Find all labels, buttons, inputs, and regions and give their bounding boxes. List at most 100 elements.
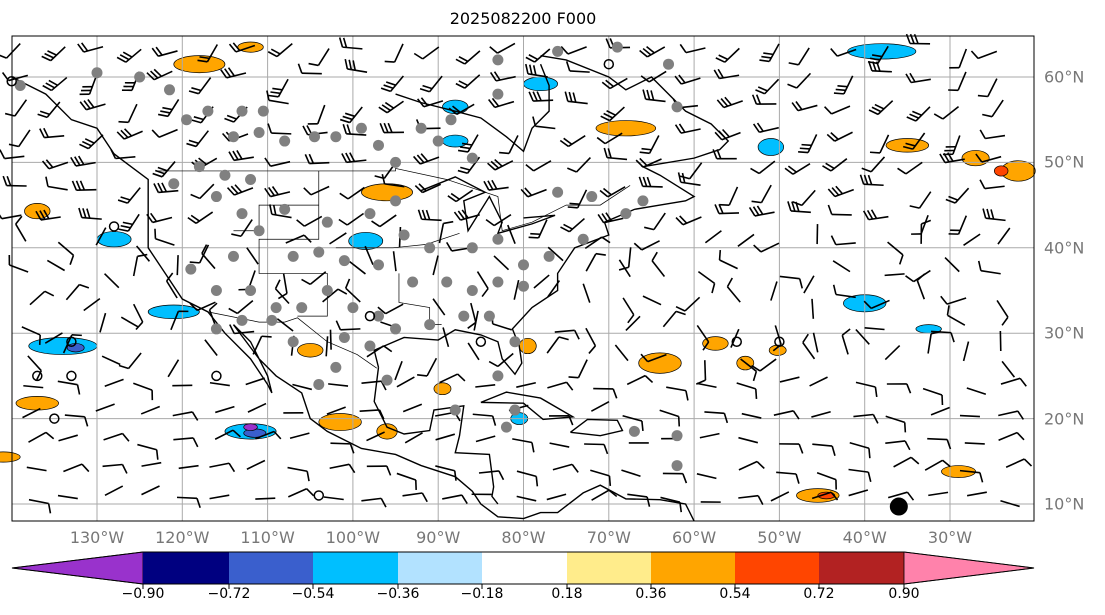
wind-barb: [948, 71, 967, 92]
wind-barb: [154, 228, 175, 246]
wind-barb: [187, 211, 214, 224]
wind-barb: [787, 72, 812, 89]
wind-barb: [266, 90, 289, 105]
wind-barb: [120, 316, 140, 328]
wind-barb: [140, 405, 161, 415]
calm-circle: [108, 221, 120, 232]
wind-barb: [945, 187, 970, 204]
wind-barb: [642, 89, 666, 103]
station-dot: [236, 105, 248, 117]
station-dot: [321, 216, 333, 228]
wind-barb: [679, 43, 706, 54]
wind-barb: [323, 496, 344, 501]
station-dot: [279, 135, 291, 147]
calm-circle: [32, 370, 43, 382]
wind-barb: [832, 260, 851, 273]
wind-barb: [28, 498, 52, 514]
wind-barb: [596, 132, 623, 145]
wind-barb: [344, 278, 361, 303]
wind-barb: [982, 99, 1004, 118]
wind-barb: [884, 345, 901, 361]
coastline: [480, 391, 576, 421]
wind-barb: [546, 493, 567, 501]
wind-barb: [811, 410, 831, 418]
wind-barb: [377, 303, 404, 315]
station-dot: [227, 250, 239, 262]
wind-barb: [927, 330, 942, 354]
wind-barb: [565, 61, 590, 73]
wind-barb: [546, 336, 569, 354]
wind-barb: [554, 329, 580, 340]
station-dot: [338, 255, 350, 267]
wind-barb: [15, 215, 27, 242]
wind-barb: [867, 61, 892, 73]
lon-label: 30°W: [927, 528, 973, 547]
wind-barb: [924, 459, 951, 471]
wind-barb: [862, 209, 889, 221]
wind-barb: [246, 459, 266, 470]
wind-barb: [172, 411, 199, 421]
wind-barb: [787, 201, 811, 214]
lat-label: 20°N: [1044, 409, 1085, 429]
calm-circle: [475, 336, 487, 347]
lat-label: 60°N: [1044, 67, 1085, 87]
wind-barb: [325, 336, 329, 357]
precip-area: [518, 337, 537, 355]
wind-barb: [944, 256, 960, 273]
wind-barb: [245, 377, 265, 386]
wind-barb: [582, 283, 591, 303]
wind-barb: [741, 412, 762, 419]
wind-barb: [133, 382, 154, 401]
wind-barb: [848, 468, 872, 483]
wind-barb: [488, 97, 515, 109]
wind-barb: [827, 204, 852, 216]
wind-barb: [712, 149, 737, 160]
wind-barb: [696, 382, 717, 389]
wind-barb: [863, 299, 890, 310]
wind-barb: [736, 382, 758, 399]
wind-barb: [453, 209, 480, 221]
wind-barb: [432, 255, 439, 276]
wind-barb: [716, 96, 743, 109]
wind-barb: [779, 443, 804, 454]
wind-barb: [366, 345, 393, 358]
wind-barb: [276, 318, 294, 332]
wind-barb: [802, 333, 816, 360]
colorbar-segment: [398, 552, 482, 584]
station-dot: [492, 88, 504, 100]
station-dot: [270, 302, 282, 314]
wind-barb: [151, 128, 178, 138]
wind-barb: [146, 212, 173, 224]
precip-area: [0, 451, 21, 463]
wind-barb: [95, 227, 107, 246]
wind-barb: [812, 443, 836, 456]
lon-label: 40°W: [842, 528, 887, 547]
wind-barb: [719, 186, 739, 206]
wind-barb: [513, 279, 520, 300]
wind-barb: [229, 324, 255, 335]
wind-barb: [788, 47, 810, 66]
wind-barb: [977, 260, 1001, 275]
wind-barb: [57, 380, 81, 395]
station-dot: [364, 340, 376, 352]
colorbar-segment: [143, 552, 229, 584]
wind-barb: [247, 402, 267, 413]
wind-barb: [887, 241, 904, 265]
wind-barb: [547, 246, 564, 262]
wind-barb: [730, 328, 740, 348]
wind-barb: [153, 182, 179, 194]
wind-barb: [599, 186, 626, 198]
wind-barb: [255, 497, 276, 500]
wind-barb: [8, 129, 31, 148]
station-dot: [338, 331, 350, 343]
precip-contours: [0, 41, 1036, 503]
wind-barb: [593, 387, 618, 399]
precip-area: [994, 165, 1009, 177]
wind-barb: [489, 42, 516, 54]
station-dot: [552, 45, 564, 57]
wind-barb: [118, 103, 138, 124]
wind-barb: [704, 230, 722, 244]
wind-barb: [963, 233, 981, 247]
wind-barb: [567, 156, 591, 173]
wind-barb: [455, 50, 481, 65]
